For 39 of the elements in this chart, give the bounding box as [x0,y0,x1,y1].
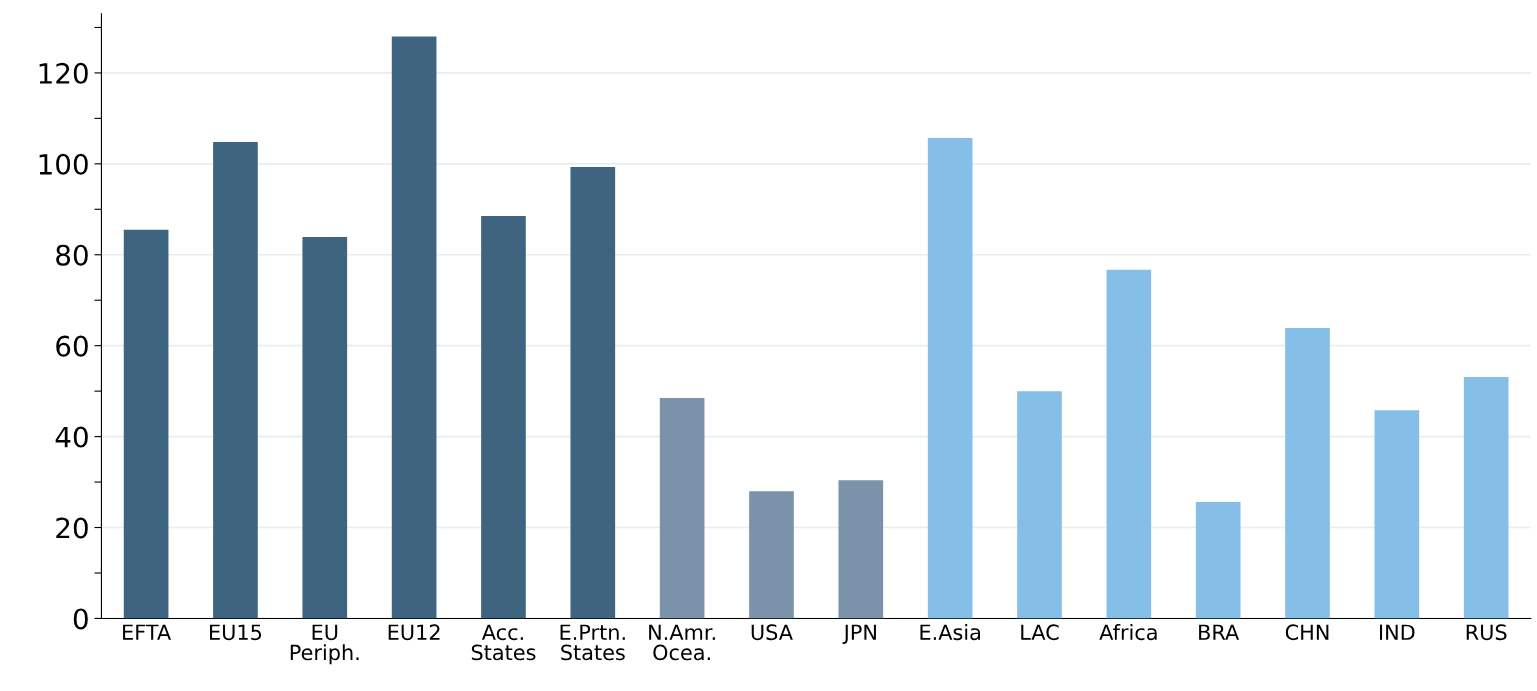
x-tick-label: RUS [1466,624,1507,641]
bar [1195,502,1241,619]
bar [1106,269,1152,619]
x-tick-label: JPN [842,624,876,644]
bar [1285,327,1330,619]
bar [213,142,258,619]
x-tick-label: N.Amr. Ocea. [649,624,715,661]
y-tick-label: 100 [39,153,88,175]
x-tick-label: E.Asia [920,624,980,641]
x-tick-label: LAC [1021,624,1059,641]
bar [391,36,437,619]
x-tick-label: E.Prtn. States [560,624,625,661]
x-tick-label: Acc. States [471,624,536,661]
x-tick-label: IND [1380,624,1415,640]
y-tick-label: 20 [56,517,88,539]
x-tick-label: USA [751,624,793,641]
y-tick-label: 120 [39,62,88,84]
bar [927,137,973,619]
x-tick-label: CHN [1285,624,1329,641]
bar [123,229,169,619]
y-tick-label: 80 [56,244,88,266]
bar [659,397,705,619]
y-tick-label: 60 [56,335,88,357]
y-tick-label: 0 [73,608,88,630]
bar [1374,410,1420,619]
x-tick-label: EU Periph. [290,624,359,665]
x-tick-label: Africa [1099,624,1157,641]
y-tick-label: 40 [55,426,88,448]
bar [302,237,348,619]
bar [570,167,616,619]
x-tick-label: EU12 [388,624,440,641]
x-tick-label: EU15 [210,624,262,641]
bar [838,480,884,619]
bar [481,216,526,619]
bar [1463,377,1509,619]
bar [749,491,794,619]
bar [1017,391,1062,619]
x-tick-label: EFTA [123,624,172,640]
x-tick-label: BRA [1199,624,1240,640]
